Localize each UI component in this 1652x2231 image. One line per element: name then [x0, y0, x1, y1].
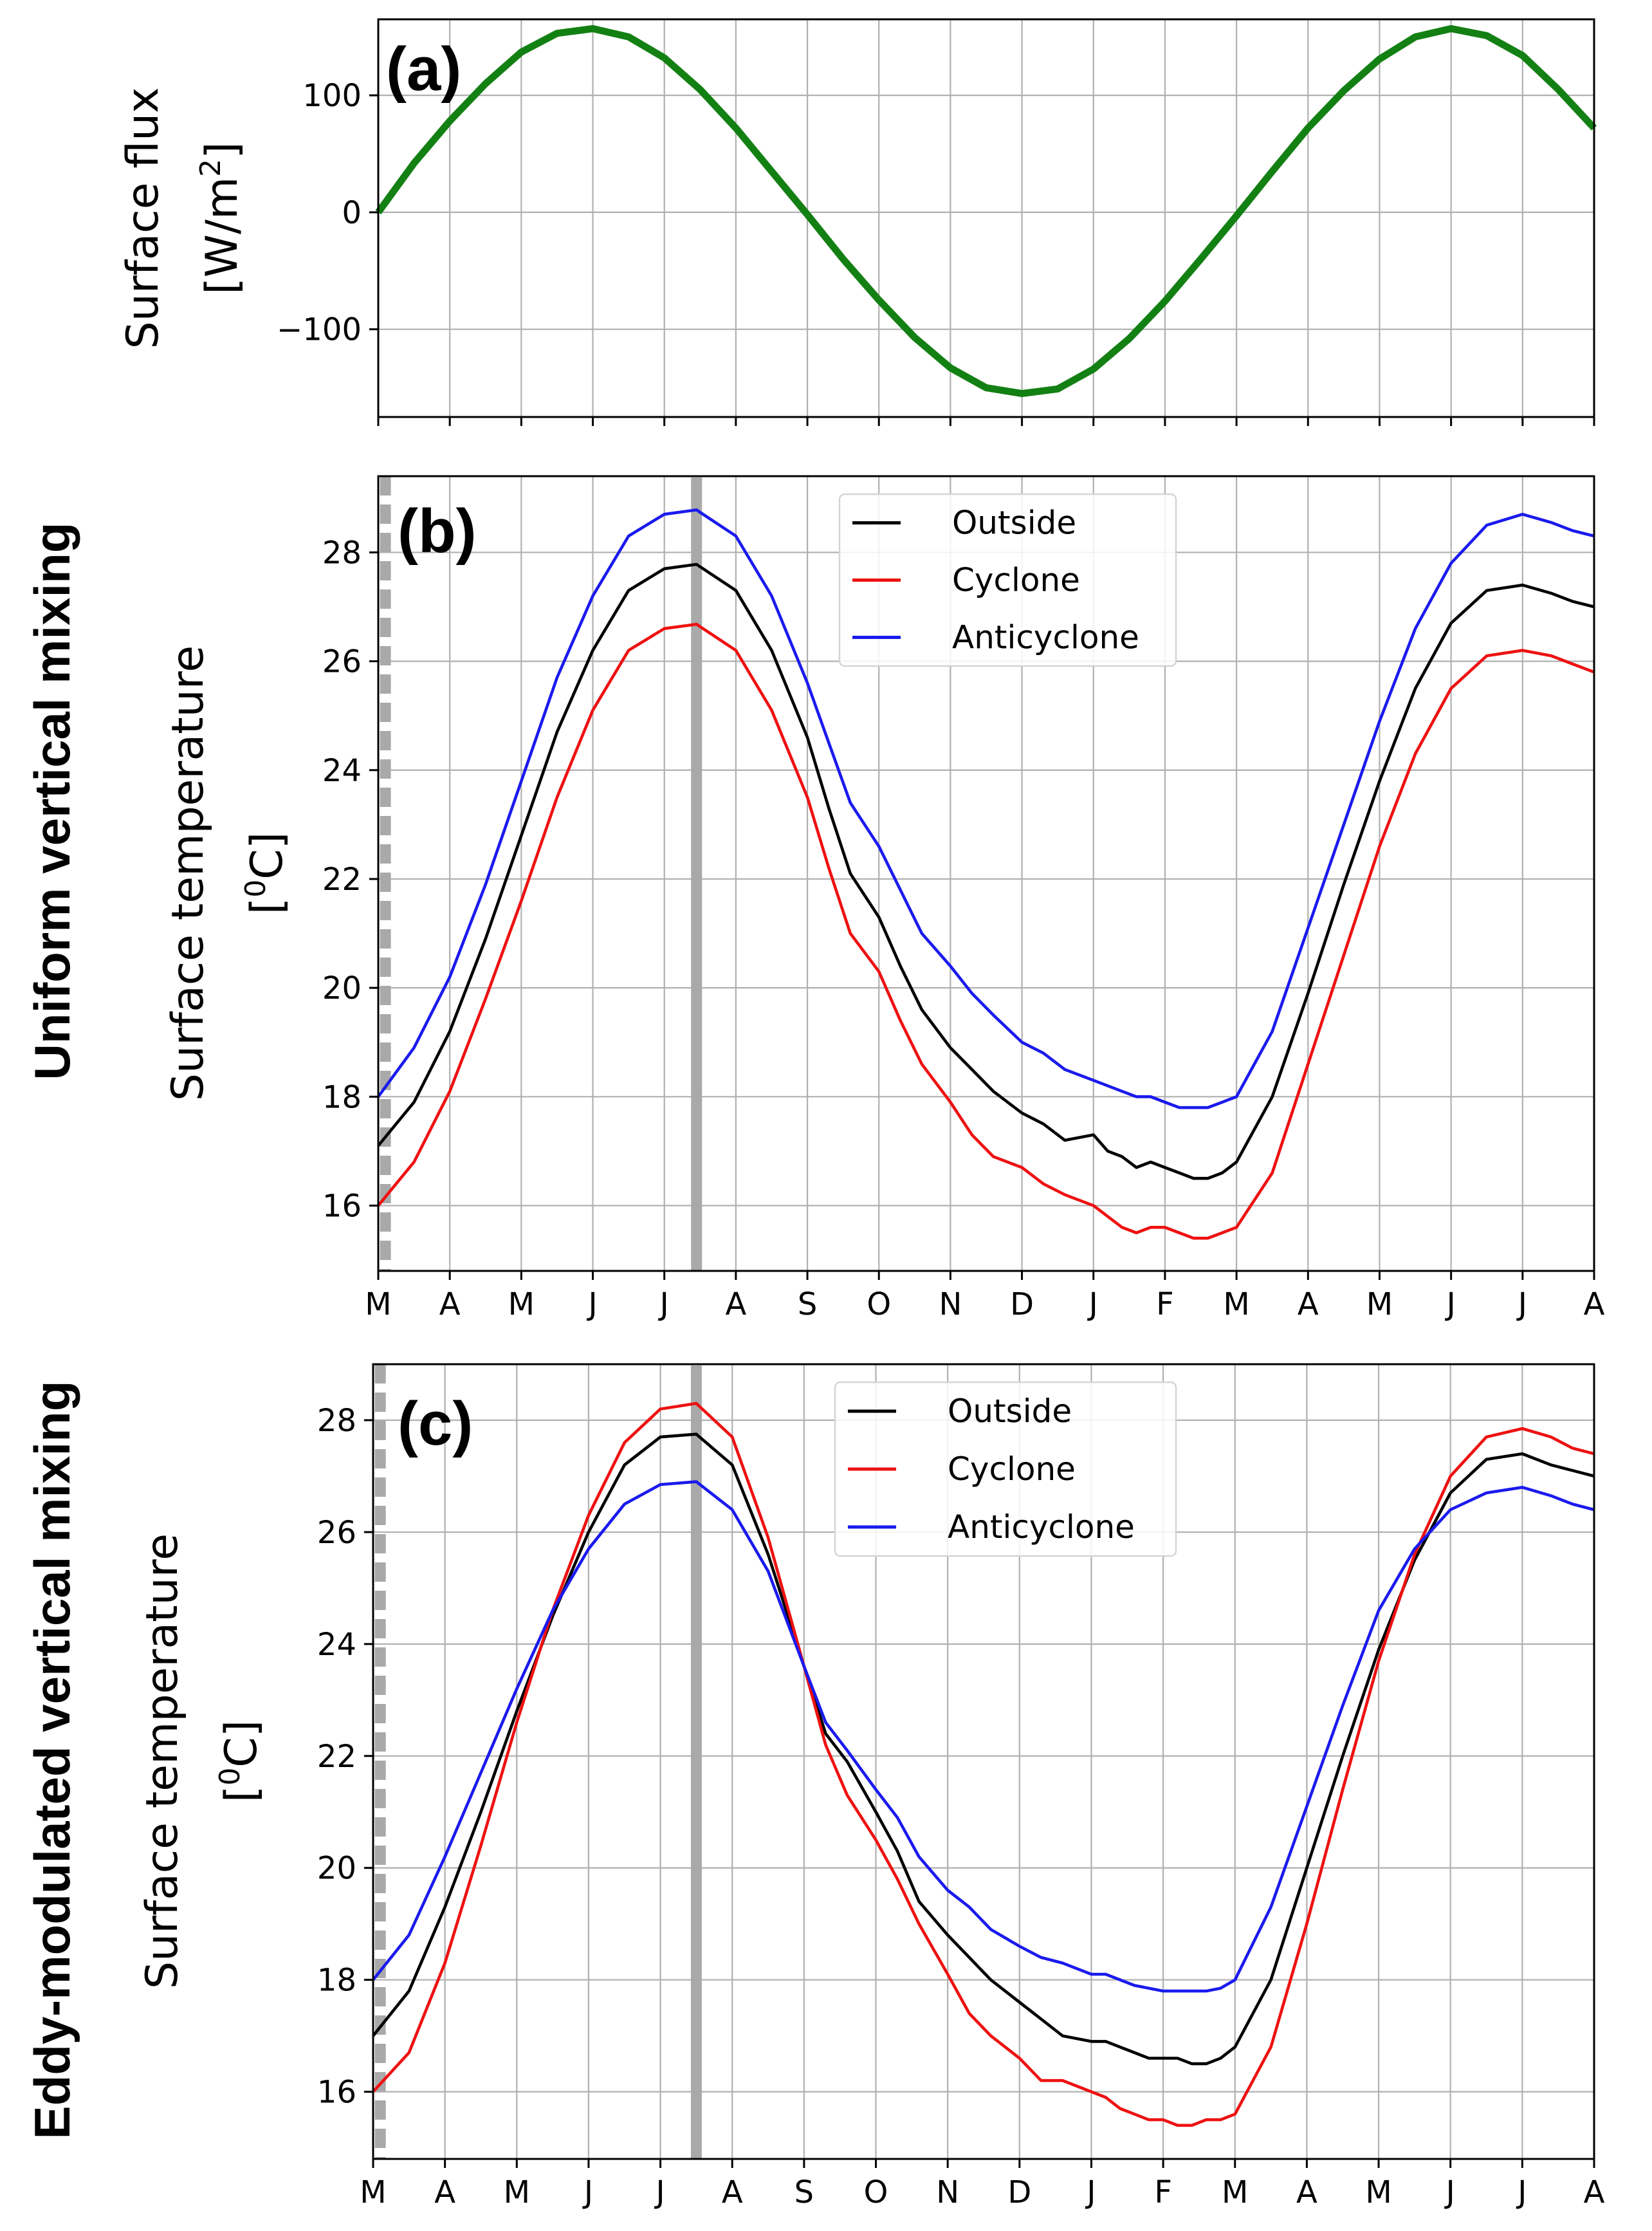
y-tick-label: 28 — [317, 1403, 356, 1439]
x-tick-label: A — [1298, 1286, 1319, 1322]
x-tick-label: F — [1156, 1286, 1174, 1322]
y-tick-label: 20 — [317, 1851, 356, 1887]
y-tick-label: 20 — [322, 970, 362, 1006]
x-tick-label: N — [939, 1286, 962, 1322]
x-tick-label: M — [1222, 2174, 1248, 2210]
y-tick-label: 24 — [322, 753, 362, 789]
x-tick-label: S — [798, 1286, 817, 1322]
y-axis-unit: [0C] — [214, 1720, 267, 1803]
legend-label-cyclone: Cyclone — [948, 1450, 1076, 1488]
legend-label-anticyclone: Anticyclone — [952, 619, 1139, 656]
y-axis-label: Surface temperature — [163, 645, 214, 1101]
y-axis-label: Surface flux — [118, 88, 169, 349]
y-axis-unit-end: C] — [216, 1720, 267, 1768]
x-tick-label: N — [936, 2174, 959, 2210]
x-tick-label: J — [1445, 1286, 1456, 1322]
x-tick-label: D — [1007, 2174, 1031, 2210]
series-line-anticyclone — [372, 1480, 1595, 1993]
y-axis-unit-superscript: 0 — [239, 880, 272, 898]
x-tick-label: O — [864, 2174, 888, 2210]
legend-label-outside: Outside — [952, 505, 1076, 542]
x-tick-label: D — [1010, 1286, 1034, 1322]
panel-c-eddy-modulated-mixing: 16 18 20 22 24 26 28 M A M J J A S O N D J F M A M J J A Surface … — [137, 1363, 1605, 2210]
panel-label: (c) — [398, 1389, 473, 1458]
x-tick-label: A — [725, 1286, 746, 1322]
y-axis-unit-end: ] — [197, 142, 248, 159]
y-tick-label: 22 — [322, 862, 362, 898]
plot-frame — [372, 1363, 1595, 2160]
x-tick-label: M — [1366, 1286, 1393, 1322]
legend-label-cyclone: Cyclone — [952, 562, 1080, 599]
x-tick-label: J — [586, 1286, 597, 1322]
y-tick-label: 22 — [317, 1739, 356, 1775]
x-tick-label: J — [1516, 1286, 1527, 1322]
y-axis-unit-superscript: 0 — [214, 1768, 246, 1786]
series-line-cyclone — [377, 622, 1595, 1240]
x-tick-label: M — [1365, 2174, 1391, 2210]
y-tick-label: 100 — [302, 78, 362, 114]
x-tick-label: A — [434, 2174, 455, 2210]
y-axis-unit-superscript: 2 — [194, 159, 227, 177]
x-tick-label: J — [1085, 2174, 1096, 2210]
y-axis-unit-end: C] — [242, 832, 293, 880]
panel-b-uniform-mixing: 16 18 20 22 24 26 28 M A M J J A S O N D J F M A M J J A Surface … — [163, 475, 1605, 1322]
x-tick-label: M — [1223, 1286, 1249, 1322]
x-tick-label: M — [360, 2174, 386, 2210]
plot-frame — [377, 475, 1595, 1272]
row-label-eddy: Eddy-modulated vertical mixing — [24, 1381, 80, 2140]
y-tick-label: 24 — [317, 1627, 356, 1663]
x-tick-label: M — [504, 2174, 530, 2210]
panel-label: (a) — [386, 35, 461, 104]
y-tick-label: 16 — [317, 2075, 356, 2111]
y-tick-label: −100 — [277, 312, 362, 348]
panel-label: (b) — [398, 497, 477, 566]
x-tick-label: A — [1584, 2174, 1605, 2210]
y-tick-label: 28 — [322, 535, 362, 571]
x-tick-label: J — [1444, 2174, 1455, 2210]
x-tick-label: J — [658, 1286, 669, 1322]
x-tick-label: F — [1154, 2174, 1172, 2210]
x-tick-label: M — [365, 1286, 391, 1322]
x-tick-label: M — [508, 1286, 535, 1322]
x-tick-label: J — [582, 2174, 593, 2210]
x-tick-label: A — [722, 2174, 743, 2210]
y-axis-unit: [0C] — [239, 832, 293, 915]
y-tick-label: 18 — [322, 1079, 362, 1115]
x-tick-label: A — [1584, 1286, 1605, 1322]
y-axis-unit-text: [ — [216, 1786, 267, 1803]
y-axis-unit-text: [ — [242, 898, 293, 915]
y-axis-unit-text: [W/m — [197, 177, 248, 295]
panel-a-surface-flux: −100 0 100 Surface flux [W/m2] (a) — [118, 18, 1597, 426]
series-line-surface-flux — [375, 25, 1597, 398]
legend-label-anticyclone: Anticyclone — [948, 1508, 1135, 1546]
series-line-outside — [377, 562, 1595, 1180]
series-line-cyclone — [372, 1402, 1595, 2127]
legend-label-outside: Outside — [948, 1393, 1072, 1430]
plot-frame — [377, 18, 1595, 418]
x-tick-label: S — [794, 2174, 814, 2210]
legend-box — [838, 493, 1177, 667]
x-tick-label: A — [1296, 2174, 1317, 2210]
y-tick-label: 16 — [322, 1188, 362, 1224]
y-tick-label: 0 — [342, 195, 362, 231]
row-label-uniform: Uniform vertical mixing — [24, 523, 80, 1080]
y-tick-label: 18 — [317, 1963, 356, 1999]
x-tick-label: J — [1516, 2174, 1527, 2210]
legend-box — [834, 1381, 1177, 1557]
y-tick-label: 26 — [317, 1515, 356, 1551]
y-tick-label: 26 — [322, 644, 362, 680]
x-tick-label: J — [1087, 1286, 1098, 1322]
y-axis-label: Surface temperature — [137, 1533, 188, 1989]
x-tick-label: J — [654, 2174, 665, 2210]
series-line-outside — [372, 1432, 1595, 2066]
series-line-anticyclone — [377, 508, 1595, 1109]
x-tick-label: O — [867, 1286, 891, 1322]
y-axis-unit: [W/m2] — [194, 142, 248, 294]
x-tick-label: A — [439, 1286, 461, 1322]
